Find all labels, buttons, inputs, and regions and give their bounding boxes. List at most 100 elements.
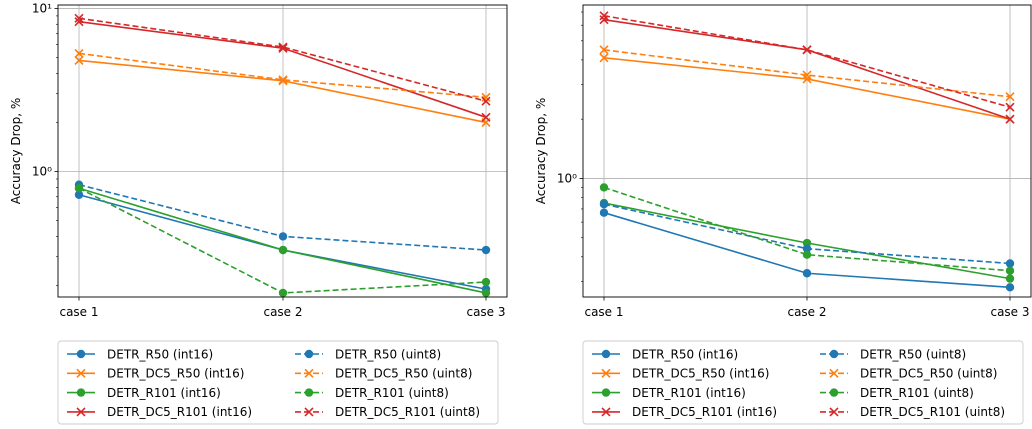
y-tick-label: 10¹ xyxy=(32,1,52,15)
legend-item: DETR_R50 (uint8) xyxy=(295,347,441,361)
data-point xyxy=(1005,259,1015,268)
data-point xyxy=(1005,102,1015,112)
series-2 xyxy=(74,55,491,127)
series-line xyxy=(603,14,1011,108)
legend-label: DETR_R50 (uint8) xyxy=(335,347,441,361)
x-tick-label: case 2 xyxy=(787,305,826,319)
legend-label: DETR_R101 (int16) xyxy=(632,386,746,400)
data-point xyxy=(278,75,288,85)
legend-label: DETR_DC5_R50 (uint8) xyxy=(860,367,997,381)
data-point xyxy=(481,277,491,287)
legend-label: DETR_DC5_R50 (int16) xyxy=(107,367,244,381)
data-point xyxy=(74,184,84,193)
legend: DETR_R50 (int16) DETR_DC5_R50 (int16) DETR… xyxy=(57,340,499,425)
data-point xyxy=(481,245,491,255)
data-point xyxy=(481,112,491,122)
data-point xyxy=(304,388,314,397)
series-line xyxy=(78,52,487,99)
legend-item: DETR_R101 (uint8) xyxy=(820,386,974,400)
data-point xyxy=(599,183,609,192)
data-point xyxy=(829,407,839,417)
data-point xyxy=(481,96,491,106)
data-point xyxy=(802,70,812,80)
data-point xyxy=(278,245,288,255)
chart-panel-1: 10¹ 10⁰ case 1 case 2 case 3 Accuracy Drop, %… xyxy=(9,1,508,425)
y-tick-label: 10⁰ xyxy=(557,171,577,185)
series-8 xyxy=(74,13,491,106)
data-point xyxy=(802,45,812,55)
x-tick-label: case 1 xyxy=(59,305,98,319)
legend-item: DETR_R101 (int16) xyxy=(67,386,221,400)
series-4 xyxy=(74,17,491,122)
data-point xyxy=(74,13,84,23)
legend-label: DETR_DC5_R101 (int16) xyxy=(632,405,777,419)
legend-item: DETR_DC5_R101 (uint8) xyxy=(820,405,1005,419)
series-6 xyxy=(74,48,491,102)
data-point xyxy=(599,11,609,21)
legend-item: DETR_R50 (int16) xyxy=(592,347,738,361)
legend-label: DETR_R50 (int16) xyxy=(632,347,738,361)
legend-label: DETR_DC5_R50 (int16) xyxy=(632,367,769,381)
data-point xyxy=(802,74,812,84)
data-point xyxy=(601,388,611,397)
legend-box xyxy=(582,340,1024,425)
data-point xyxy=(601,368,611,378)
legend-item: DETR_R50 (uint8) xyxy=(820,347,966,361)
legend-item: DETR_DC5_R50 (uint8) xyxy=(820,367,997,381)
legend-label: DETR_DC5_R101 (uint8) xyxy=(335,405,480,419)
legend-item: DETR_R101 (uint8) xyxy=(295,386,449,400)
legend-label: DETR_R101 (uint8) xyxy=(860,386,974,400)
data-point xyxy=(304,368,314,378)
data-point xyxy=(599,199,609,209)
data-point xyxy=(278,43,288,53)
series-5 xyxy=(599,199,1015,268)
data-point xyxy=(802,244,812,253)
legend-item: DETR_R101 (int16) xyxy=(592,386,746,400)
data-point xyxy=(76,349,86,359)
legend-item: DETR_DC5_R50 (int16) xyxy=(592,367,769,381)
data-point xyxy=(76,388,86,397)
data-point xyxy=(1005,266,1015,275)
legend: DETR_R50 (int16) DETR_DC5_R50 (int16) DETR… xyxy=(582,340,1024,425)
legend-item: DETR_DC5_R101 (int16) xyxy=(67,405,252,419)
data-point xyxy=(1005,283,1015,292)
data-point xyxy=(599,208,609,217)
data-point xyxy=(802,250,812,259)
legend-item: DETR_DC5_R101 (uint8) xyxy=(295,405,480,419)
x-tick-label: case 3 xyxy=(990,305,1029,319)
data-point xyxy=(829,349,839,359)
data-point xyxy=(601,407,611,417)
legend-item: DETR_DC5_R50 (uint8) xyxy=(295,367,472,381)
plot-frame xyxy=(57,4,508,298)
data-point xyxy=(1005,274,1015,283)
y-tick-label: 10⁰ xyxy=(32,165,52,179)
series-line xyxy=(78,20,487,119)
series-3 xyxy=(74,184,491,298)
legend-item: DETR_DC5_R101 (int16) xyxy=(592,405,777,419)
legend-label: DETR_R101 (int16) xyxy=(107,386,221,400)
data-point xyxy=(74,48,84,58)
x-tick-label: case 1 xyxy=(584,305,623,319)
plot-frame xyxy=(582,4,1032,298)
y-axis-label: Accuracy Drop, % xyxy=(534,98,548,205)
series-7 xyxy=(74,184,491,298)
data-point xyxy=(76,407,86,417)
legend-label: DETR_R101 (uint8) xyxy=(335,386,449,400)
data-point xyxy=(1005,92,1015,102)
series-1 xyxy=(599,208,1015,292)
data-point xyxy=(278,232,288,241)
data-point xyxy=(74,55,84,65)
data-point xyxy=(481,288,491,298)
data-point xyxy=(829,388,839,397)
data-point xyxy=(802,269,812,278)
data-point xyxy=(304,349,314,359)
series-6 xyxy=(599,45,1015,102)
legend-label: DETR_DC5_R101 (int16) xyxy=(107,405,252,419)
legend-box xyxy=(57,340,499,425)
legend-label: DETR_DC5_R50 (uint8) xyxy=(335,367,472,381)
legend-item: DETR_DC5_R50 (int16) xyxy=(67,367,244,381)
data-point xyxy=(304,407,314,417)
data-point xyxy=(599,45,609,55)
data-point xyxy=(76,368,86,378)
series-8 xyxy=(599,11,1015,112)
